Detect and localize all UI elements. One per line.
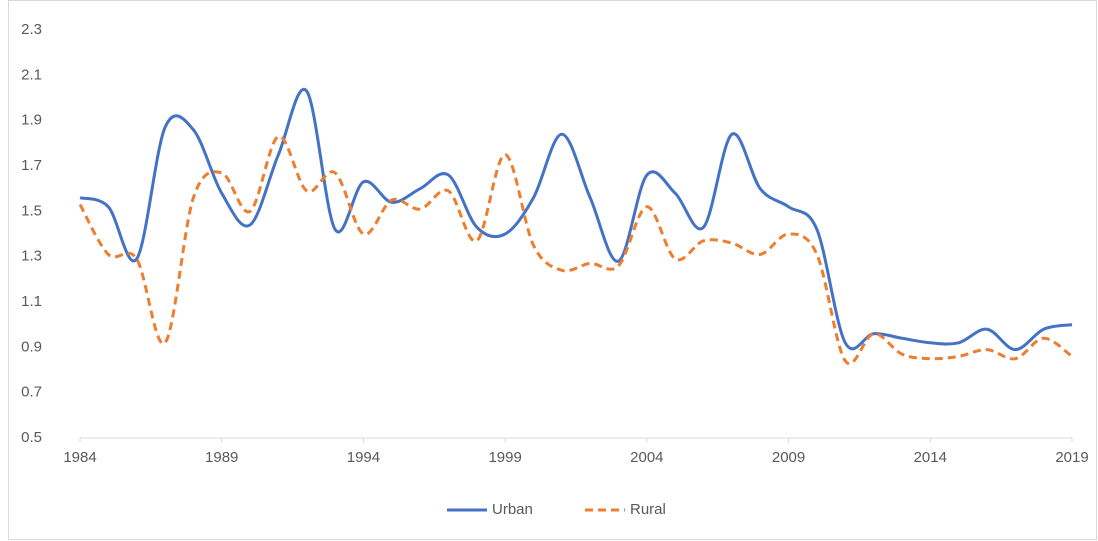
y-tick-label: 1.7 <box>21 157 42 174</box>
chart-border <box>8 0 1097 540</box>
x-tick-label: 1989 <box>205 449 238 466</box>
y-tick-label: 2.1 <box>21 66 42 83</box>
y-tick-label: 0.5 <box>21 429 42 446</box>
x-tick-label: 2009 <box>772 449 805 466</box>
series-line <box>78 135 1073 366</box>
y-tick-label: 2.3 <box>21 21 42 38</box>
x-tick-label: 2014 <box>914 449 947 466</box>
y-tick-label: 1.5 <box>21 202 42 219</box>
y-tick-label: 1.1 <box>21 293 42 310</box>
x-tick-label: 1994 <box>347 449 380 466</box>
series-line <box>79 87 1073 352</box>
legend-label: Urban <box>492 501 533 518</box>
y-tick-label: 0.9 <box>21 338 42 355</box>
x-tick-label: 2019 <box>1055 449 1088 466</box>
legend-label: Rural <box>630 501 666 518</box>
y-tick-label: 0.7 <box>21 384 42 401</box>
x-tick-label: 2004 <box>630 449 663 466</box>
y-tick-label: 1.3 <box>21 248 42 265</box>
x-tick-label: 1984 <box>63 449 96 466</box>
y-tick-label: 1.9 <box>21 112 42 129</box>
x-tick-label: 1999 <box>488 449 521 466</box>
